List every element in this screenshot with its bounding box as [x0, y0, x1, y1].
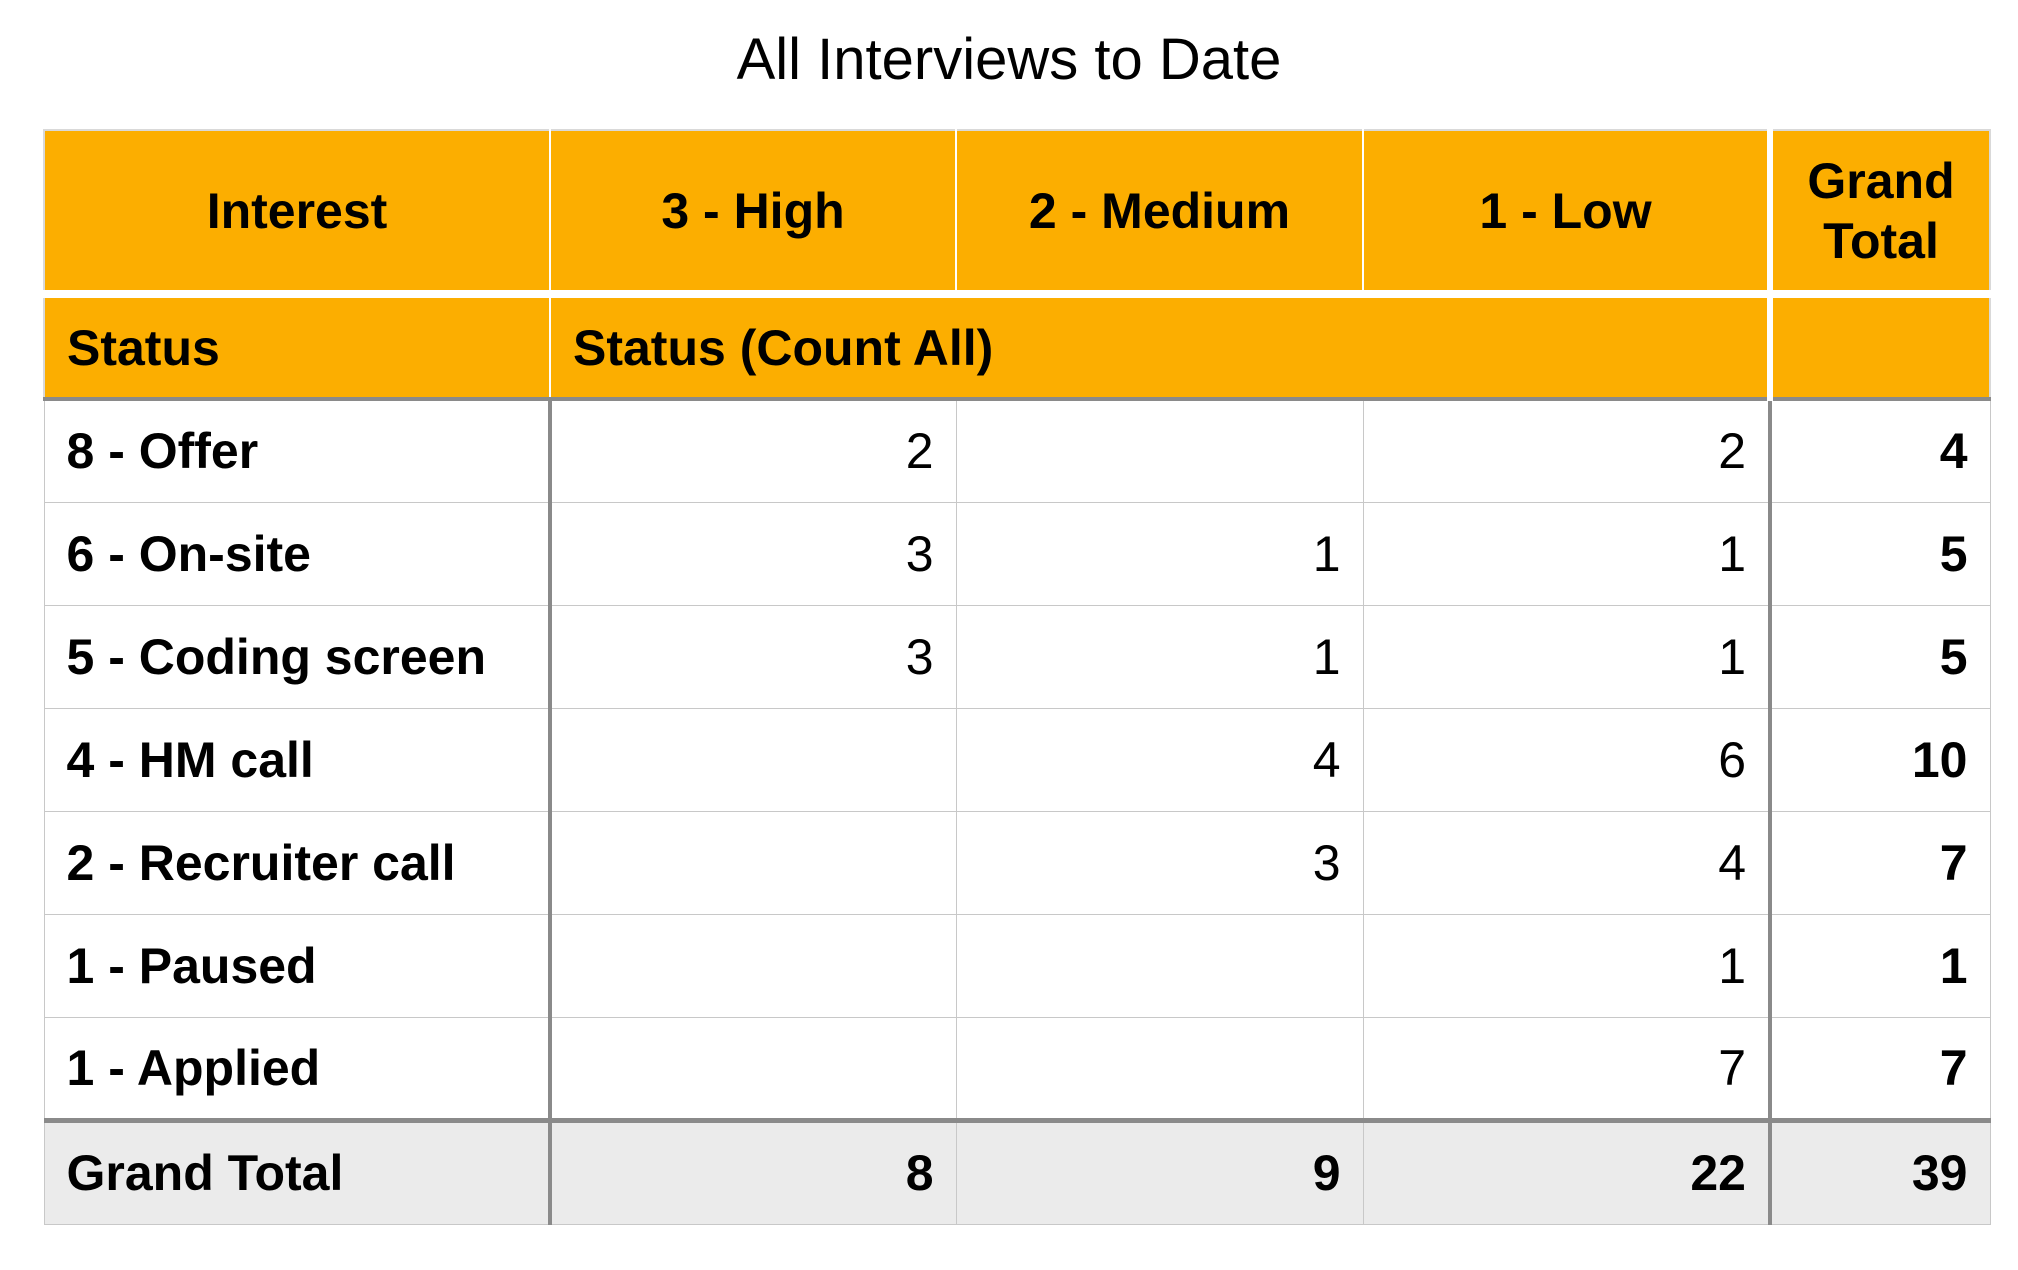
cell-low: 4 — [1362, 810, 1771, 915]
table-row: 4 - HM call 4 6 10 — [43, 707, 1991, 812]
cell-low: 1 — [1362, 913, 1771, 1018]
header-cell-low: 1 - Low — [1362, 129, 1771, 295]
row-label: 1 - Applied — [43, 1016, 552, 1121]
cell-high: 2 — [549, 397, 957, 503]
grand-total-high: 8 — [549, 1117, 957, 1225]
cell-high — [549, 810, 957, 915]
cell-low: 1 — [1362, 501, 1771, 606]
subheader-row: Status Status (Count All) — [43, 290, 1991, 400]
cell-high — [549, 913, 957, 1018]
table-row: 6 - On-site 3 1 1 5 — [43, 501, 1991, 606]
cell-low: 6 — [1362, 707, 1771, 812]
header-row: Interest 3 - High 2 - Medium 1 - Low Gra… — [43, 129, 1991, 295]
header-cell-high: 3 - High — [549, 129, 957, 295]
grand-total-medium: 9 — [955, 1117, 1364, 1225]
row-label: 1 - Paused — [43, 913, 552, 1018]
table-row: 2 - Recruiter call 3 4 7 — [43, 810, 1991, 915]
cell-low: 1 — [1362, 604, 1771, 709]
header-cell-interest: Interest — [43, 129, 551, 295]
cell-row-total: 10 — [1768, 707, 1991, 812]
table-row: 1 - Paused 1 1 — [43, 913, 1991, 1018]
cell-medium: 3 — [955, 810, 1364, 915]
cell-row-total: 5 — [1768, 501, 1991, 606]
row-label: 5 - Coding screen — [43, 604, 552, 709]
table-title: All Interviews to Date — [736, 27, 1282, 92]
table-row: 5 - Coding screen 3 1 1 5 — [43, 604, 1991, 709]
cell-medium: 4 — [955, 707, 1364, 812]
row-label: 2 - Recruiter call — [43, 810, 552, 915]
cell-row-total: 4 — [1768, 397, 1991, 503]
table-row: 1 - Applied 7 7 — [43, 1016, 1991, 1121]
grand-total-overall: 39 — [1768, 1117, 1991, 1225]
subheader-cell-status: Status — [43, 290, 551, 400]
cell-medium: 1 — [955, 604, 1364, 709]
row-label: 6 - On-site — [43, 501, 552, 606]
cell-medium — [955, 913, 1364, 1018]
cell-row-total: 1 — [1768, 913, 1991, 1018]
cell-medium — [955, 397, 1364, 503]
grand-total-label: Grand Total — [43, 1117, 552, 1225]
header-cell-medium: 2 - Medium — [955, 129, 1364, 295]
cell-row-total: 7 — [1768, 1016, 1991, 1121]
header-cell-grand-total: Grand Total — [1767, 129, 1991, 295]
cell-low: 2 — [1362, 397, 1771, 503]
row-label: 4 - HM call — [43, 707, 552, 812]
cell-high: 3 — [549, 604, 957, 709]
grand-total-low: 22 — [1362, 1117, 1771, 1225]
pivot-table: Interest 3 - High 2 - Medium 1 - Low Gra… — [43, 129, 1991, 1225]
cell-medium — [955, 1016, 1364, 1121]
row-label: 8 - Offer — [43, 397, 552, 503]
cell-medium: 1 — [955, 501, 1364, 606]
cell-row-total: 7 — [1768, 810, 1991, 915]
cell-high — [549, 1016, 957, 1121]
subheader-cell-status-count: Status (Count All) — [549, 290, 1771, 400]
cell-high: 3 — [549, 501, 957, 606]
cell-low: 7 — [1362, 1016, 1771, 1121]
cell-high — [549, 707, 957, 812]
table-row: 8 - Offer 2 2 4 — [43, 397, 1991, 503]
grand-total-row: Grand Total 8 9 22 39 — [43, 1117, 1991, 1225]
subheader-cell-grand-total — [1767, 290, 1991, 400]
cell-row-total: 5 — [1768, 604, 1991, 709]
